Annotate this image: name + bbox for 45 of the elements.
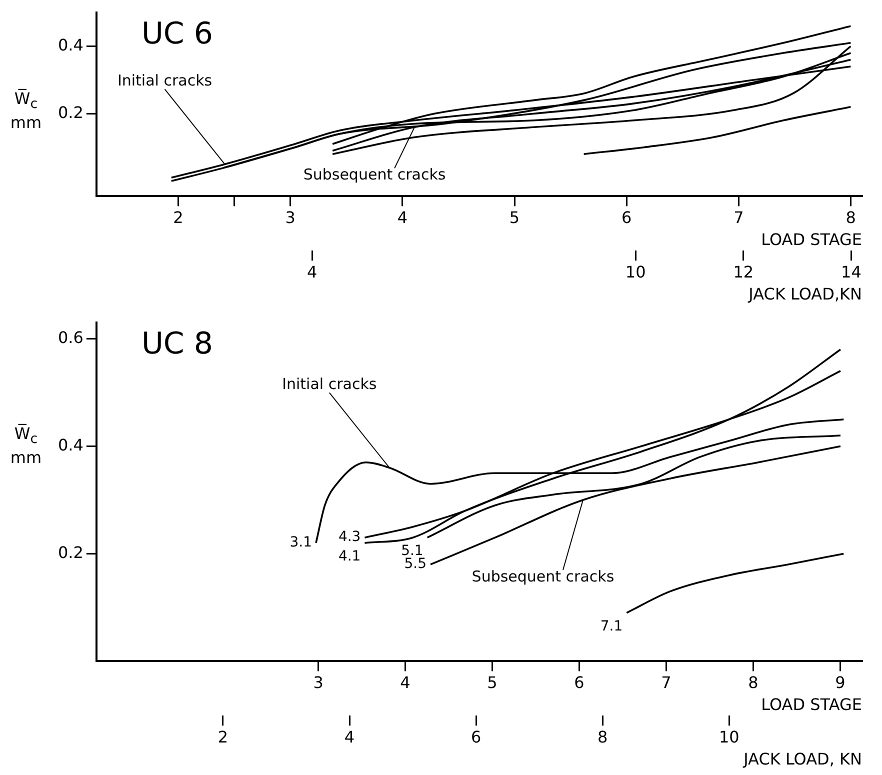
x-axis-title: JACK LOAD, KN — [742, 750, 862, 769]
x-tick-label: 10 — [625, 262, 646, 282]
x-axis-title: JACK LOAD,KN — [748, 284, 862, 304]
annotation: Initial cracks — [117, 72, 212, 90]
x2-tick-label: 5 — [509, 208, 520, 227]
x2-tick-label: 6 — [574, 672, 584, 692]
x2-tick-label: 7 — [661, 672, 672, 692]
chart-title: UC 6 — [141, 16, 213, 52]
x2-tick-label: 4 — [400, 672, 410, 692]
x2-tick-label: 5 — [487, 672, 498, 692]
x-tick-label: 12 — [733, 262, 754, 282]
y-tick-label: 0.2 — [58, 542, 84, 562]
x-tick-label: 10 — [718, 727, 740, 746]
x-tick-label: 8 — [598, 727, 608, 746]
series-label: 7.1 — [600, 618, 623, 634]
y-axis-title: W̅$_{c}$ mm — [9, 89, 43, 132]
annotation: Subsequent cracks — [472, 567, 614, 586]
y-tick-label: 0.4 — [58, 435, 84, 454]
series-label: 4.3 — [338, 529, 361, 546]
chart-title: UC 8 — [141, 326, 213, 362]
series-label: 5.5 — [404, 556, 427, 572]
x2-tick-label: 6 — [622, 208, 632, 227]
x2-tick-label: 3 — [285, 208, 296, 227]
x2-tick-label: 3 — [313, 672, 324, 692]
annotation: Subsequent cracks — [303, 166, 446, 184]
series-label: 3.1 — [290, 534, 312, 551]
x-tick-label: 4 — [307, 262, 318, 282]
x2-tick-label: 4 — [397, 208, 408, 227]
x2-axis-title: LOAD STAGE — [761, 695, 862, 714]
x2-tick-label: 9 — [835, 672, 846, 692]
x2-axis-title: LOAD STAGE — [761, 230, 862, 250]
y-axis-title: W̅$_{c}$ mm — [9, 424, 43, 468]
x2-tick-label: 8 — [846, 208, 856, 227]
y-tick-label: 0.6 — [58, 328, 84, 347]
y-tick-label: 0.2 — [58, 102, 84, 122]
x2-tick-label: 2 — [173, 208, 184, 227]
x-tick-label: 2 — [218, 727, 228, 746]
x-tick-label: 6 — [470, 727, 482, 746]
annotation: Initial cracks — [282, 375, 377, 394]
series-label: 4.1 — [338, 548, 361, 565]
x2-tick-label: 8 — [748, 672, 758, 692]
x-tick-label: 4 — [344, 727, 355, 746]
y-tick-label: 0.4 — [58, 35, 84, 54]
x-tick-label: 14 — [841, 262, 862, 282]
x2-tick-label: 7 — [734, 208, 744, 227]
